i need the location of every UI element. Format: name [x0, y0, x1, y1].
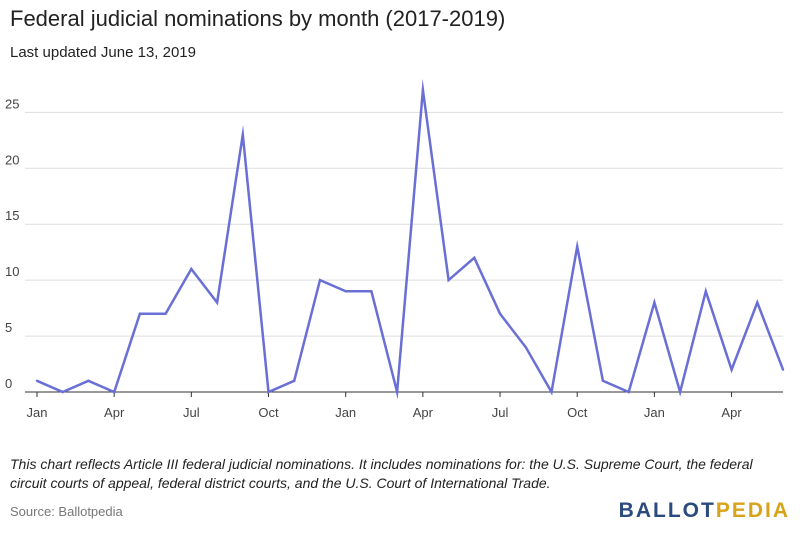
y-tick-label: 25 [5, 96, 19, 111]
data-point [112, 390, 116, 394]
data-point [524, 346, 527, 349]
data-point [601, 379, 605, 383]
data-point [550, 390, 553, 394]
data-point [730, 368, 733, 371]
ballotpedia-logo: BALLOTPEDIA [619, 499, 790, 523]
data-point [164, 312, 167, 315]
x-tick-label: Oct [258, 405, 279, 420]
data-point [293, 379, 296, 383]
x-tick-label: Jan [335, 405, 356, 420]
y-tick-label: 10 [5, 264, 19, 279]
data-point [318, 278, 322, 282]
x-tick-label: Jan [644, 405, 665, 420]
data-point [627, 390, 630, 394]
source-credit: Source: Ballotpedia [10, 504, 123, 519]
data-point [498, 312, 502, 315]
data-point [61, 390, 64, 394]
chart-subtitle: Last updated June 13, 2019 [10, 44, 196, 61]
data-point [395, 390, 399, 394]
x-tick-label: Apr [721, 405, 742, 420]
data-point [756, 301, 759, 304]
series-line-0 [36, 78, 785, 400]
x-tick-label: Jul [183, 405, 200, 420]
line-chart: 0 5 10 15 20 25 Jan Apr Jul Oct Jan Apr Jul Oct Jan Ap… [5, 78, 785, 420]
chart-title: Federal judicial nominations by month (2… [10, 6, 506, 31]
data-point [421, 88, 425, 92]
data-point [473, 256, 476, 259]
data-point [138, 312, 142, 315]
data-point [241, 133, 244, 136]
data-point [344, 290, 347, 293]
data-point [447, 278, 450, 282]
y-tick-label: 20 [5, 152, 19, 167]
data-point [370, 290, 373, 293]
logo-text-pedia: PEDIA [715, 499, 790, 522]
y-tick-label: 5 [5, 320, 12, 335]
data-point [190, 267, 193, 271]
data-point [678, 390, 682, 394]
logo-text-ballot: BALLOT [618, 499, 716, 522]
x-tick-label: Apr [413, 405, 434, 420]
data-point [35, 379, 39, 383]
x-tick-label: Apr [104, 405, 125, 420]
data-point [576, 245, 579, 248]
data-point [781, 368, 785, 371]
data-point [704, 290, 708, 293]
y-tick-label: 15 [5, 208, 19, 223]
chart-footnote: This chart reflects Article III federal … [10, 456, 753, 491]
data-point [267, 390, 270, 394]
x-tick-label: Jul [492, 405, 509, 420]
y-tick-label: 0 [5, 376, 12, 391]
data-point [215, 301, 219, 304]
x-tick-label: Oct [567, 405, 588, 420]
data-point [87, 379, 90, 383]
x-tick-label: Jan [27, 405, 48, 420]
data-point [653, 301, 656, 304]
